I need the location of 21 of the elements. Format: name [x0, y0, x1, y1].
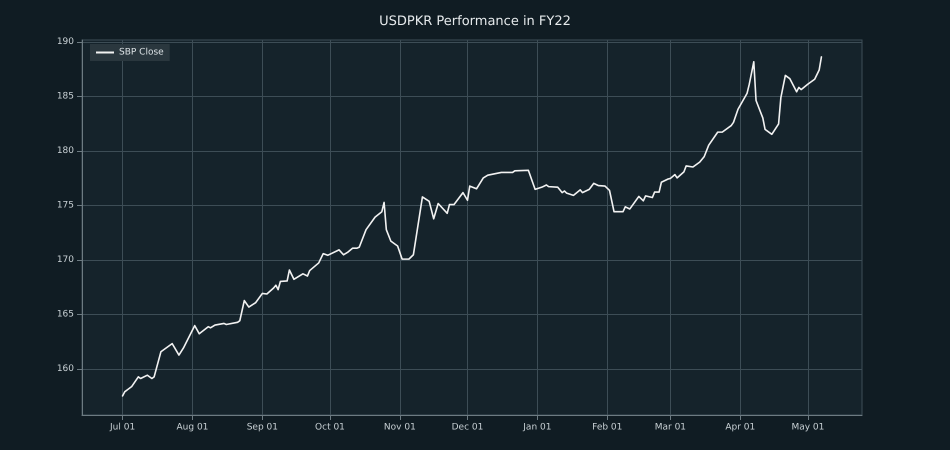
- line-series: [122, 56, 822, 397]
- y-tick-label: 185: [56, 92, 74, 102]
- chart-title: USDPKR Performance in FY22: [379, 14, 571, 29]
- x-tick-label: Sep 01: [246, 422, 278, 432]
- legend-label: SBP Close: [119, 48, 164, 58]
- y-tick-label: 165: [56, 310, 74, 320]
- y-tick-label: 190: [56, 37, 74, 48]
- x-tick-label: Mar 01: [654, 422, 686, 432]
- x-tick-label: Oct 01: [315, 422, 345, 432]
- y-tick-label: 170: [56, 255, 74, 266]
- x-tick-label: Feb 01: [592, 422, 622, 432]
- x-tick-label: Dec 01: [452, 422, 484, 432]
- x-tick-label: Apr 01: [725, 422, 756, 432]
- y-tick-label: 175: [56, 200, 74, 211]
- x-tick-label: Jan 01: [522, 422, 552, 432]
- x-tick-label: Jul 01: [108, 422, 136, 432]
- y-tick-label: 160: [56, 364, 74, 374]
- x-tick-label: Nov 01: [384, 422, 416, 432]
- x-tick-label: May 01: [791, 422, 824, 432]
- x-tick-label: Aug 01: [176, 422, 208, 432]
- y-tick-label: 180: [56, 146, 74, 156]
